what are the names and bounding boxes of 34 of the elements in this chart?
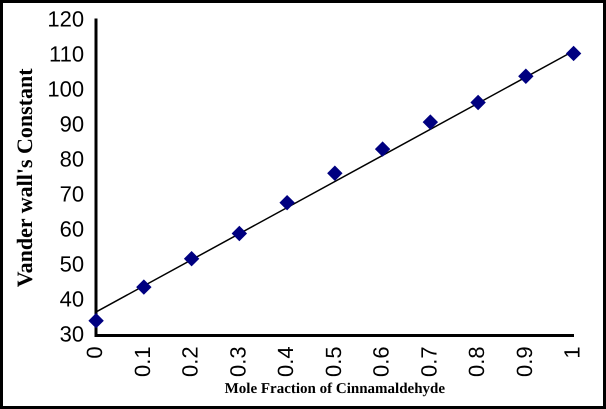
x-tick-label: 0.8 bbox=[464, 346, 490, 378]
x-tick-label: 0.3 bbox=[225, 346, 250, 378]
y-axis-title: Vander wall's Constant bbox=[12, 68, 37, 288]
y-tick-label: 80 bbox=[60, 146, 84, 172]
x-axis-title: Mole Fraction of Cinnamaldehyde bbox=[224, 380, 446, 397]
x-tick-label: 0.5 bbox=[320, 346, 346, 378]
x-tick-label: 0 bbox=[82, 346, 108, 359]
point bbox=[375, 142, 390, 157]
point bbox=[470, 95, 486, 110]
point bbox=[136, 280, 152, 295]
point bbox=[518, 68, 534, 84]
x-tick-label: 1 bbox=[560, 346, 585, 359]
point bbox=[280, 195, 295, 210]
y-tick-label: 100 bbox=[47, 76, 84, 102]
point bbox=[422, 114, 438, 130]
y-tick-label: 90 bbox=[60, 111, 84, 136]
x-tick-label: 0.7 bbox=[416, 346, 442, 378]
y-tick-label: 110 bbox=[49, 41, 84, 66]
y-tick-label: 60 bbox=[60, 216, 84, 242]
point bbox=[88, 313, 104, 328]
y-tick-label: 30 bbox=[60, 321, 84, 346]
x-tick-label: 0.4 bbox=[273, 346, 298, 378]
point bbox=[184, 251, 200, 266]
point bbox=[566, 46, 582, 61]
point bbox=[232, 226, 247, 241]
x-tick-label: 0.1 bbox=[130, 346, 155, 378]
point bbox=[327, 166, 342, 181]
y-tick-label: 40 bbox=[60, 286, 84, 312]
x-tick-label: 0.9 bbox=[512, 346, 537, 378]
x-tick-label: 0.2 bbox=[178, 346, 203, 378]
x-tick-label: 0.6 bbox=[368, 346, 394, 378]
y-tick-label: 120 bbox=[47, 6, 84, 32]
y-tick-label: 70 bbox=[60, 181, 84, 206]
y-tick-label: 50 bbox=[60, 251, 84, 276]
